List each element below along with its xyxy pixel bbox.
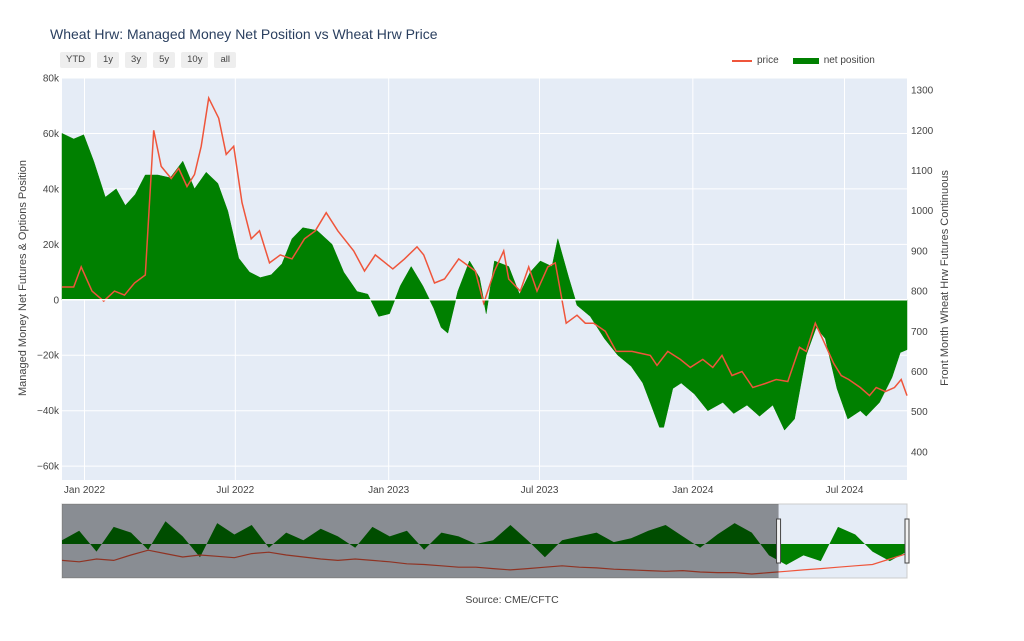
- legend-item-price[interactable]: price: [732, 55, 779, 66]
- price-line: [62, 95, 908, 397]
- legend-item-net-position[interactable]: net position: [792, 55, 875, 66]
- x-tick-label: Jul 2022: [216, 485, 254, 496]
- main-plot-area[interactable]: [61, 77, 908, 480]
- y-right-tick-label: 400: [911, 447, 928, 458]
- y-right-tick-label: 800: [911, 287, 928, 298]
- y-left-tick-label: 60k: [43, 129, 60, 140]
- y-right-tick-label: 900: [911, 246, 928, 257]
- range-slider-price-line: [61, 549, 908, 575]
- legend: price net position: [732, 55, 889, 66]
- y-left-axis: 80k 60k 40k 20k 0 −20k −40k −60k: [37, 74, 60, 473]
- range-button-1y[interactable]: 1y: [97, 52, 120, 68]
- x-tick-label: Jan 2023: [368, 485, 410, 496]
- y-right-tick-label: 600: [911, 367, 928, 378]
- y-left-tick-label: 0: [53, 295, 59, 306]
- range-slider-net-area: [62, 521, 907, 565]
- y-right-tick-label: 500: [911, 407, 928, 418]
- range-slider-background: [61, 503, 908, 579]
- range-slider-mask: [62, 504, 779, 578]
- y-left-tick-label: −40k: [37, 406, 60, 417]
- range-slider-handle-right[interactable]: [904, 518, 910, 564]
- y-right-axis: 1300 1200 1100 1000 900 800 700 600 500 400: [911, 86, 934, 459]
- legend-swatch-net-position: [792, 57, 819, 64]
- x-tick-label: Jan 2022: [64, 485, 106, 496]
- y-left-tick-label: 80k: [43, 74, 60, 85]
- range-button-ytd[interactable]: YTD: [60, 52, 91, 68]
- range-slider[interactable]: [61, 503, 910, 579]
- y-left-tick-label: −60k: [37, 462, 60, 473]
- plot-background: [62, 78, 907, 480]
- x-tick-label: Jul 2023: [521, 485, 559, 496]
- y-right-axis-title: Front Month Wheat Hrw Futures Continuous: [939, 170, 951, 386]
- chart-title: Wheat Hrw: Managed Money Net Position vs…: [50, 26, 438, 42]
- x-tick-label: Jan 2024: [672, 485, 714, 496]
- range-button-3y[interactable]: 3y: [125, 52, 148, 68]
- y-right-tick-label: 700: [911, 327, 928, 338]
- x-axis: Jan 2022 Jul 2022 Jan 2023 Jul 2023 Jan 2024…: [64, 485, 864, 496]
- y-left-axis-title: Managed Money Net Futures & Options Posi…: [17, 160, 29, 396]
- y-left-tick-label: 40k: [43, 184, 60, 195]
- y-right-tick-label: 1000: [911, 206, 934, 217]
- x-tick-label: Jul 2024: [826, 485, 864, 496]
- legend-label-price: price: [757, 55, 779, 66]
- range-button-10y[interactable]: 10y: [181, 52, 209, 68]
- range-slider-handle-left[interactable]: [776, 518, 782, 564]
- y-right-tick-label: 1300: [911, 86, 934, 97]
- range-button-5y[interactable]: 5y: [153, 52, 176, 68]
- source-note: Source: CME/CFTC: [465, 594, 559, 606]
- y-left-tick-label: 20k: [43, 240, 60, 251]
- y-right-tick-label: 1200: [911, 126, 934, 137]
- y-right-tick-label: 1100: [911, 166, 933, 177]
- legend-swatch-price: [732, 59, 752, 62]
- range-button-all[interactable]: all: [214, 52, 236, 68]
- y-left-tick-label: −20k: [37, 351, 60, 362]
- legend-label-net-position: net position: [823, 55, 875, 66]
- range-selector: YTD 1y 3y 5y 10y all: [60, 52, 236, 68]
- net-position-area: [61, 133, 908, 431]
